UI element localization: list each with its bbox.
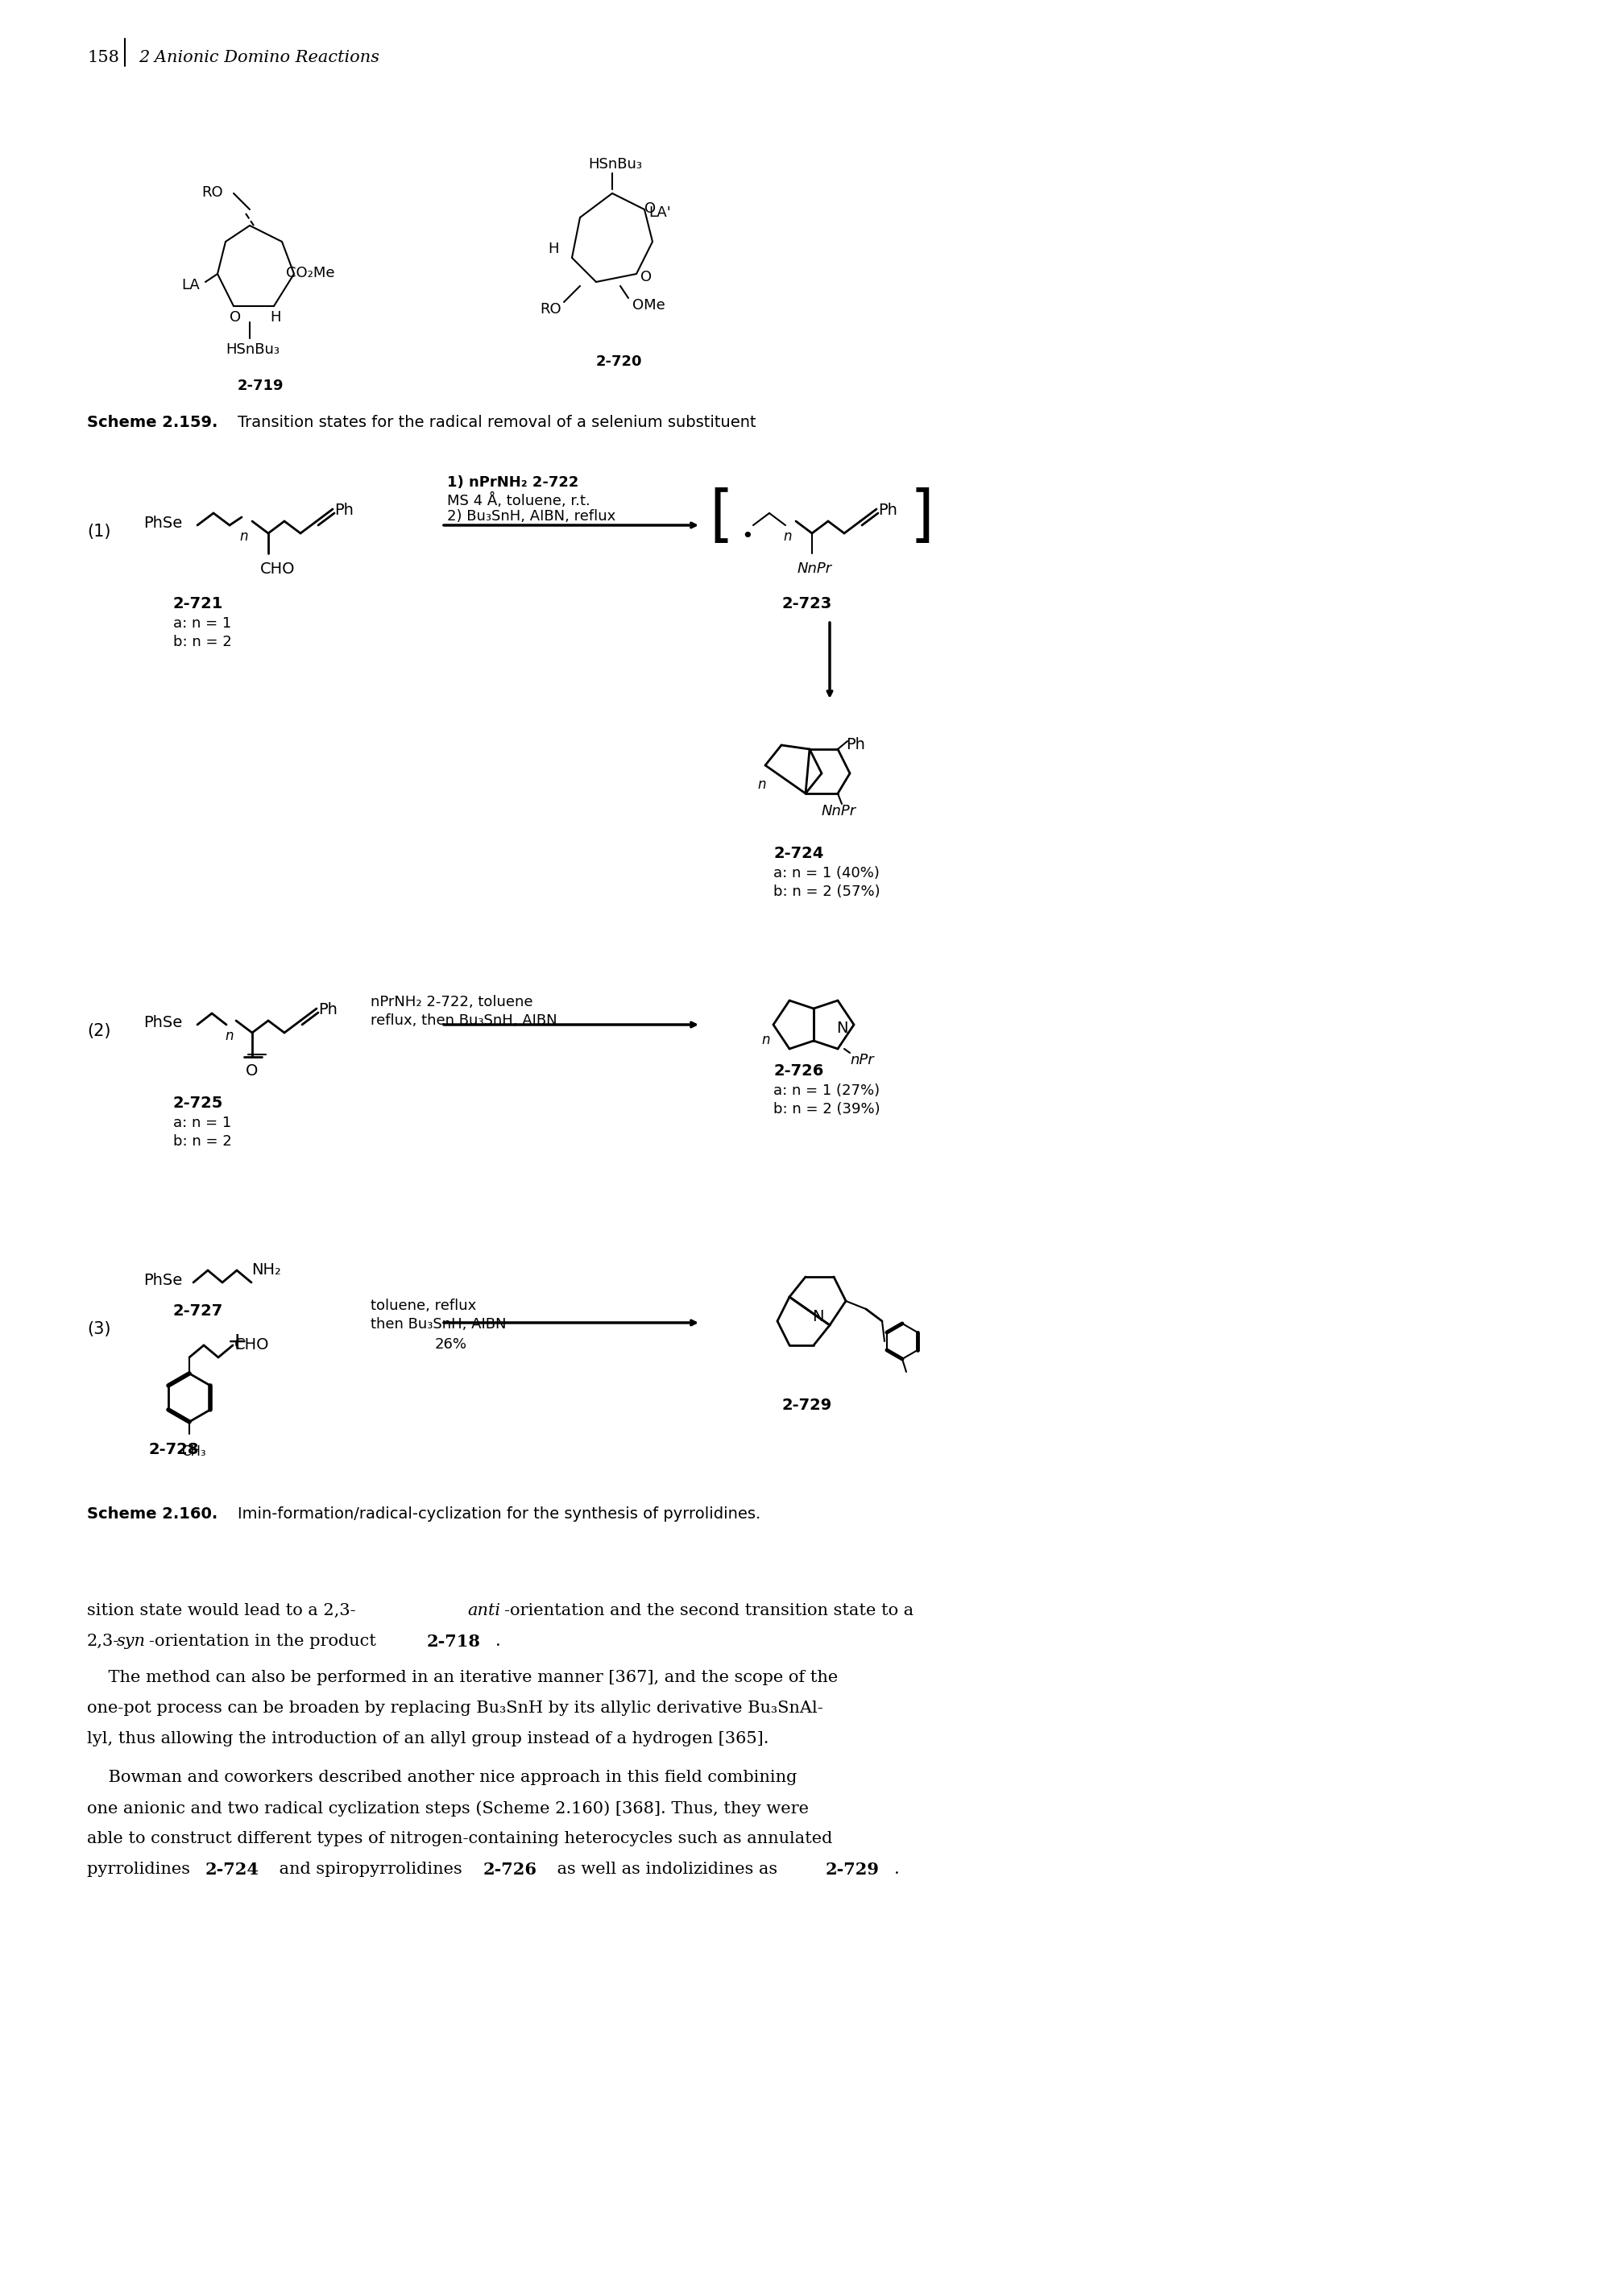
Text: N: N (836, 1019, 848, 1036)
Text: one anionic and two radical cyclization steps (Scheme 2.160) [368]. Thus, they w: one anionic and two radical cyclization … (88, 1801, 809, 1817)
Text: H: H (547, 241, 559, 257)
Text: 2-728: 2-728 (149, 1441, 200, 1457)
Text: •: • (741, 527, 754, 545)
Text: a: n = 1 (27%): a: n = 1 (27%) (773, 1084, 880, 1097)
Text: b: n = 2 (39%): b: n = 2 (39%) (773, 1102, 880, 1116)
Text: as well as indolizidines as: as well as indolizidines as (552, 1863, 783, 1876)
Text: PhSe: PhSe (143, 1015, 182, 1031)
Text: PhSe: PhSe (143, 1274, 182, 1288)
Text: one-pot process can be broaden by replacing Bu₃SnH by its allylic derivative Bu₃: one-pot process can be broaden by replac… (88, 1700, 823, 1716)
Text: n: n (239, 529, 248, 543)
Text: reflux, then Bu₃SnH, AIBN: reflux, then Bu₃SnH, AIBN (370, 1013, 557, 1029)
Text: n: n (762, 1033, 770, 1047)
Text: 2-724: 2-724 (773, 845, 823, 861)
Text: CO₂Me: CO₂Me (286, 266, 335, 280)
Text: Transition states for the radical removal of a selenium substituent: Transition states for the radical remova… (237, 415, 757, 431)
Text: b: n = 2: b: n = 2 (174, 1134, 232, 1148)
Text: N: N (812, 1308, 823, 1324)
Text: n: n (224, 1029, 234, 1042)
Text: anti: anti (468, 1604, 500, 1617)
Text: Ph: Ph (318, 1001, 338, 1017)
Text: H: H (270, 309, 281, 325)
Text: MS 4 Å, toluene, r.t.: MS 4 Å, toluene, r.t. (447, 493, 590, 509)
Text: b: n = 2 (57%): b: n = 2 (57%) (773, 884, 880, 898)
Text: 2-725: 2-725 (174, 1095, 224, 1111)
Text: n: n (783, 529, 791, 543)
Text: .: . (495, 1633, 500, 1650)
Text: 2-726: 2-726 (773, 1063, 823, 1079)
Text: Scheme 2.160.: Scheme 2.160. (88, 1507, 218, 1521)
Text: sition state would lead to a 2,3-: sition state would lead to a 2,3- (88, 1604, 356, 1617)
Text: 2-723: 2-723 (781, 596, 831, 612)
Text: 2-729: 2-729 (825, 1863, 880, 1879)
Text: nPr: nPr (849, 1054, 874, 1068)
Text: syn: syn (117, 1633, 146, 1650)
Text: NnPr: NnPr (797, 561, 831, 575)
Text: 2-727: 2-727 (174, 1304, 224, 1320)
Text: O: O (245, 1063, 258, 1079)
Text: 26%: 26% (435, 1338, 468, 1352)
Text: a: n = 1: a: n = 1 (174, 1116, 231, 1129)
Text: Ph: Ph (335, 502, 354, 518)
Text: able to construct different types of nitrogen-containing heterocycles such as an: able to construct different types of nit… (88, 1831, 833, 1847)
Text: CH₃: CH₃ (182, 1443, 206, 1459)
Text: +: + (227, 1331, 248, 1354)
Text: 2-726: 2-726 (484, 1863, 538, 1879)
Text: toluene, reflux: toluene, reflux (370, 1299, 476, 1313)
Text: HSnBu₃: HSnBu₃ (588, 158, 641, 172)
Text: Scheme 2.159.: Scheme 2.159. (88, 415, 218, 431)
Text: ]: ] (911, 488, 934, 548)
Text: LA': LA' (648, 206, 671, 220)
Text: RO: RO (539, 302, 562, 316)
Text: 2-721: 2-721 (174, 596, 224, 612)
Text: 2-729: 2-729 (781, 1398, 831, 1414)
Text: 2-718: 2-718 (427, 1633, 481, 1650)
Text: pyrrolidines: pyrrolidines (88, 1863, 195, 1876)
Text: 1) ​nPrNH₂ 2-722: 1) ​nPrNH₂ 2-722 (447, 474, 578, 490)
Text: OMe: OMe (632, 298, 666, 312)
Text: HSnBu₃: HSnBu₃ (226, 341, 279, 357)
Text: -orientation in the product: -orientation in the product (149, 1633, 382, 1650)
Text: Ph: Ph (846, 738, 866, 751)
Text: LA: LA (182, 277, 200, 293)
Text: -orientation and the second transition state to a: -orientation and the second transition s… (505, 1604, 914, 1617)
Text: (2): (2) (88, 1024, 110, 1040)
Text: RO: RO (201, 186, 222, 199)
Text: .: . (895, 1863, 900, 1876)
Text: 2-720: 2-720 (596, 355, 643, 369)
Text: O: O (645, 202, 656, 215)
Text: 2-719: 2-719 (237, 378, 284, 394)
Text: The method can also be performed in an iterative manner [367], and the scope of : The method can also be performed in an i… (88, 1670, 838, 1686)
Text: NH₂: NH₂ (252, 1262, 281, 1278)
Text: 2-724: 2-724 (205, 1863, 260, 1879)
Text: lyl, thus allowing the introduction of an allyl group instead of a hydrogen [365: lyl, thus allowing the introduction of a… (88, 1732, 768, 1746)
Text: PhSe: PhSe (143, 515, 182, 532)
Text: nPrNH₂ 2-722, toluene: nPrNH₂ 2-722, toluene (370, 994, 533, 1010)
Text: 2 Anionic Domino Reactions: 2 Anionic Domino Reactions (138, 50, 380, 64)
Text: n: n (757, 777, 765, 793)
Text: [: [ (710, 488, 732, 548)
Text: Bowman and coworkers described another nice approach in this field combining: Bowman and coworkers described another n… (88, 1771, 797, 1785)
Text: a: n = 1 (40%): a: n = 1 (40%) (773, 866, 880, 880)
Text: (1): (1) (88, 525, 110, 541)
Text: O: O (640, 270, 651, 284)
Text: O: O (229, 309, 240, 325)
Text: and spiropyrrolidines: and spiropyrrolidines (274, 1863, 468, 1876)
Text: a: n = 1: a: n = 1 (174, 616, 231, 630)
Text: 2) Bu₃SnH, AIBN, reflux: 2) Bu₃SnH, AIBN, reflux (447, 509, 615, 525)
Text: NnPr: NnPr (822, 804, 856, 818)
Text: then Bu₃SnH, AIBN: then Bu₃SnH, AIBN (370, 1317, 507, 1331)
Text: (3): (3) (88, 1322, 110, 1338)
Text: 2,3-: 2,3- (88, 1633, 120, 1650)
Text: Imin-formation/radical-cyclization for the synthesis of pyrrolidines.: Imin-formation/radical-cyclization for t… (237, 1507, 760, 1521)
Text: Ph: Ph (879, 502, 898, 518)
Text: 158: 158 (88, 50, 119, 64)
Text: CHO: CHO (234, 1338, 270, 1352)
Text: CHO: CHO (260, 561, 296, 577)
Text: b: n = 2: b: n = 2 (174, 635, 232, 648)
